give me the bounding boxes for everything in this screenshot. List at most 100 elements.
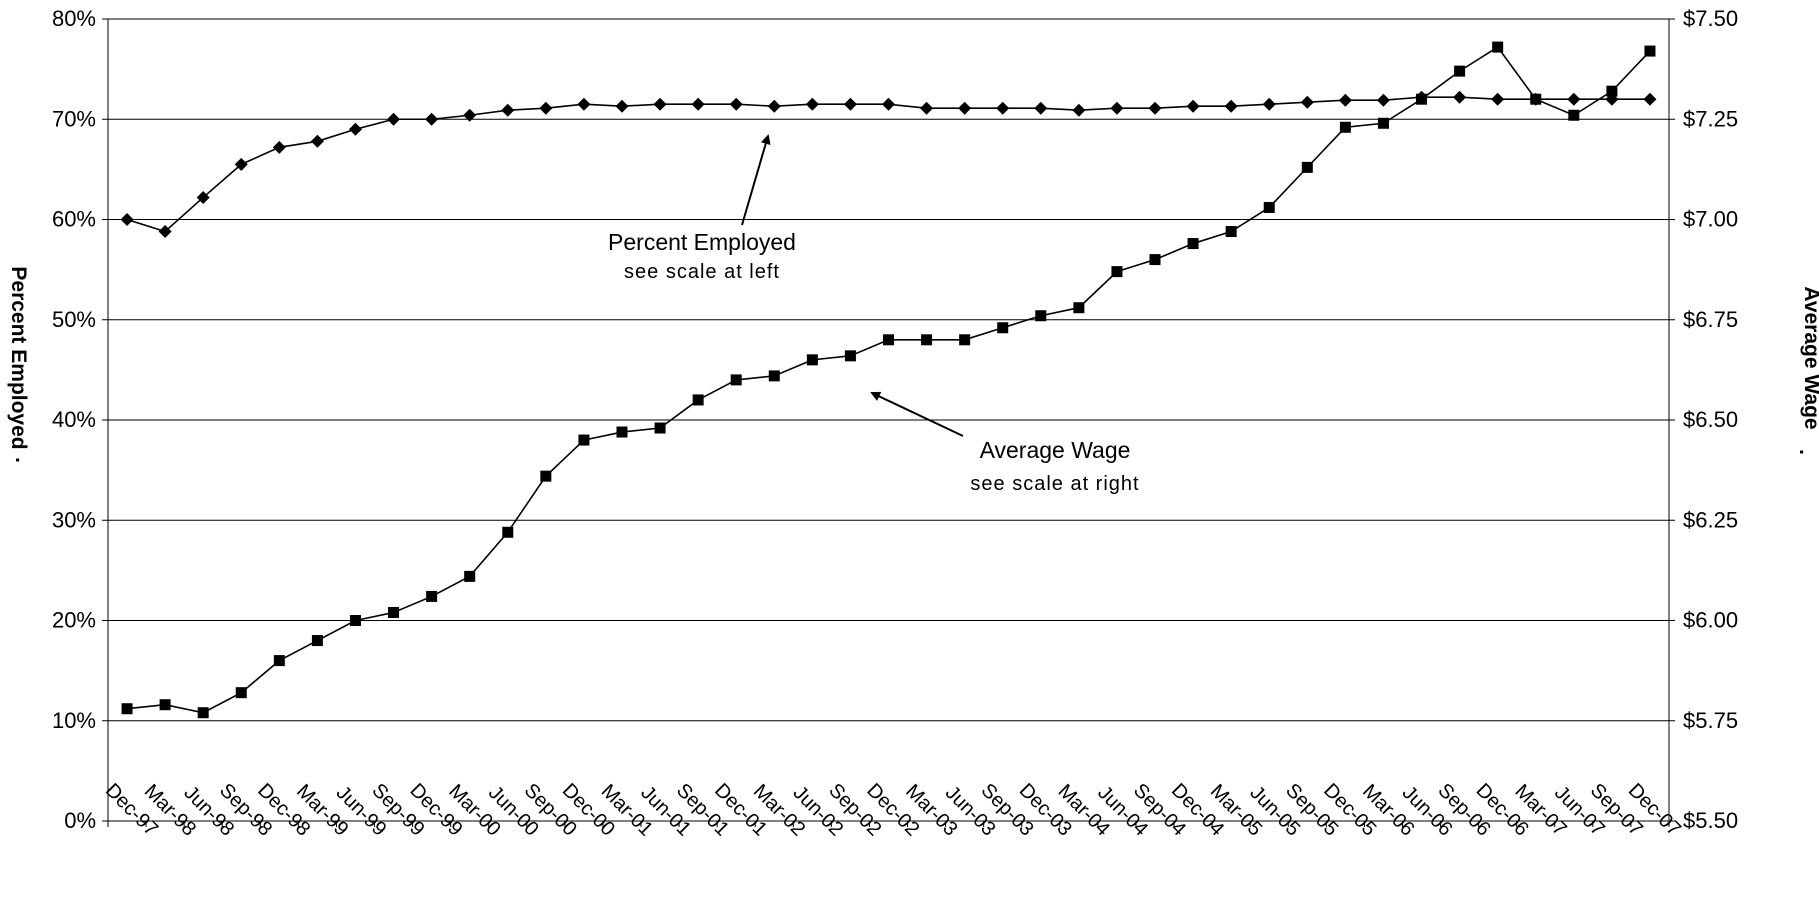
data-point-diamond: [1643, 92, 1657, 106]
annotation-percent-employed-title: Percent Employed: [608, 229, 796, 255]
data-point-diamond: [843, 97, 857, 111]
data-point-diamond: [1338, 93, 1352, 107]
data-point-diamond: [1224, 99, 1238, 113]
series-average-wage: [121, 41, 1656, 719]
data-point-diamond: [767, 99, 781, 113]
left-tick-label: 0%: [64, 808, 96, 833]
data-point-diamond: [577, 97, 591, 111]
data-point-square: [1187, 238, 1199, 250]
data-point-diamond: [996, 101, 1010, 115]
data-point-square: [692, 394, 704, 406]
left-tick-label: 80%: [52, 6, 96, 31]
right-tick-label: $5.50: [1683, 808, 1738, 833]
data-point-square: [1225, 226, 1237, 238]
data-point-square: [1416, 93, 1428, 105]
data-point-square: [502, 526, 514, 538]
data-point-diamond: [1300, 95, 1314, 109]
data-point-square: [349, 615, 361, 626]
right-tick-label: $7.00: [1683, 207, 1738, 232]
left-tick-label: 40%: [52, 407, 96, 432]
data-point-diamond: [1376, 93, 1390, 107]
data-point-diamond: [501, 103, 515, 117]
data-point-square: [1530, 93, 1542, 105]
data-point-diamond: [1034, 101, 1048, 115]
data-point-square: [921, 334, 933, 346]
data-point-diamond: [1453, 90, 1467, 104]
data-point-diamond: [691, 97, 705, 111]
data-point-square: [1111, 266, 1123, 278]
data-point-square: [464, 570, 476, 582]
data-point-diamond: [387, 112, 401, 126]
left-axis-title-suffix: .: [11, 457, 34, 463]
annotation-percent-employed-subtitle: see scale at left: [624, 261, 780, 283]
data-point-square: [616, 426, 628, 438]
data-point-square: [1073, 302, 1085, 314]
data-point-square: [235, 687, 247, 699]
right-axis-tick-labels: $5.50 $5.75 $6.00 $6.25 $6.50 $6.75 $7.00 $7.25…: [1683, 6, 1738, 833]
gridlines: [108, 118, 1669, 722]
data-point-square: [806, 354, 818, 366]
series-lines: [120, 41, 1657, 719]
left-tick-label: 60%: [52, 207, 96, 232]
data-point-square: [197, 707, 209, 719]
data-point-diamond: [1148, 101, 1162, 115]
data-point-diamond: [1186, 99, 1200, 113]
left-tick-label: 10%: [52, 708, 96, 733]
data-point-diamond: [120, 213, 134, 226]
data-point-diamond: [958, 101, 972, 115]
data-point-diamond: [425, 112, 439, 126]
left-axis-tick-labels: 0% 10% 20% 30% 40% 50% 60% 70% 80%: [52, 6, 96, 833]
axes: [102, 18, 1675, 827]
left-tick-label: 50%: [52, 307, 96, 332]
data-point-diamond: [196, 190, 210, 204]
data-point-square: [997, 322, 1009, 334]
data-point-square: [959, 334, 971, 346]
series-line-percent-employed: [126, 96, 1650, 233]
data-point-square: [121, 703, 133, 715]
left-tick-label: 30%: [52, 507, 96, 532]
right-tick-label: $5.75: [1683, 708, 1738, 733]
right-tick-label: $6.00: [1683, 608, 1738, 633]
data-point-diamond: [653, 97, 667, 111]
x-axis-tick-labels: Dec-97Mar-98Jun-98Sep-98Dec-98Mar-99Jun-…: [101, 779, 1685, 840]
data-point-square: [883, 334, 894, 346]
right-tick-label: $7.50: [1683, 6, 1738, 31]
data-point-diamond: [920, 101, 934, 115]
annotation-average-wage-arrow: [870, 391, 964, 437]
data-point-square: [578, 434, 590, 446]
series-line-average-wage: [126, 45, 1651, 714]
left-axis-title: Percent Employed: [7, 266, 30, 449]
data-point-square: [1568, 109, 1580, 121]
right-axis-title: Average Wage: [1800, 286, 1819, 429]
data-point-square: [1301, 161, 1313, 173]
data-point-diamond: [805, 97, 819, 111]
right-tick-label: $7.25: [1683, 106, 1738, 131]
data-point-square: [273, 655, 285, 667]
right-tick-label: $6.25: [1683, 507, 1738, 532]
data-point-diamond: [1072, 103, 1086, 117]
annotation-percent-employed-arrow: [741, 134, 771, 226]
data-point-square: [159, 699, 171, 711]
annotation-average-wage-subtitle: see scale at right: [970, 473, 1139, 495]
data-point-diamond: [539, 101, 553, 115]
right-tick-label: $6.50: [1683, 407, 1738, 432]
data-point-square: [730, 374, 742, 386]
data-point-square: [426, 590, 438, 602]
data-point-square: [1149, 254, 1161, 266]
data-point-diamond: [615, 99, 629, 113]
right-tick-label: $6.75: [1683, 307, 1738, 332]
data-point-square: [1263, 201, 1275, 213]
data-point-square: [1644, 45, 1656, 57]
data-point-square: [768, 370, 780, 382]
data-point-square: [388, 606, 400, 618]
series-percent-employed: [120, 90, 1657, 239]
data-point-diamond: [729, 97, 743, 111]
data-point-diamond: [1262, 97, 1276, 111]
data-point-diamond: [1491, 92, 1505, 106]
data-point-diamond: [1110, 101, 1124, 115]
data-point-square: [1492, 41, 1504, 53]
data-point-diamond: [1567, 92, 1581, 106]
data-point-square: [1606, 85, 1618, 97]
